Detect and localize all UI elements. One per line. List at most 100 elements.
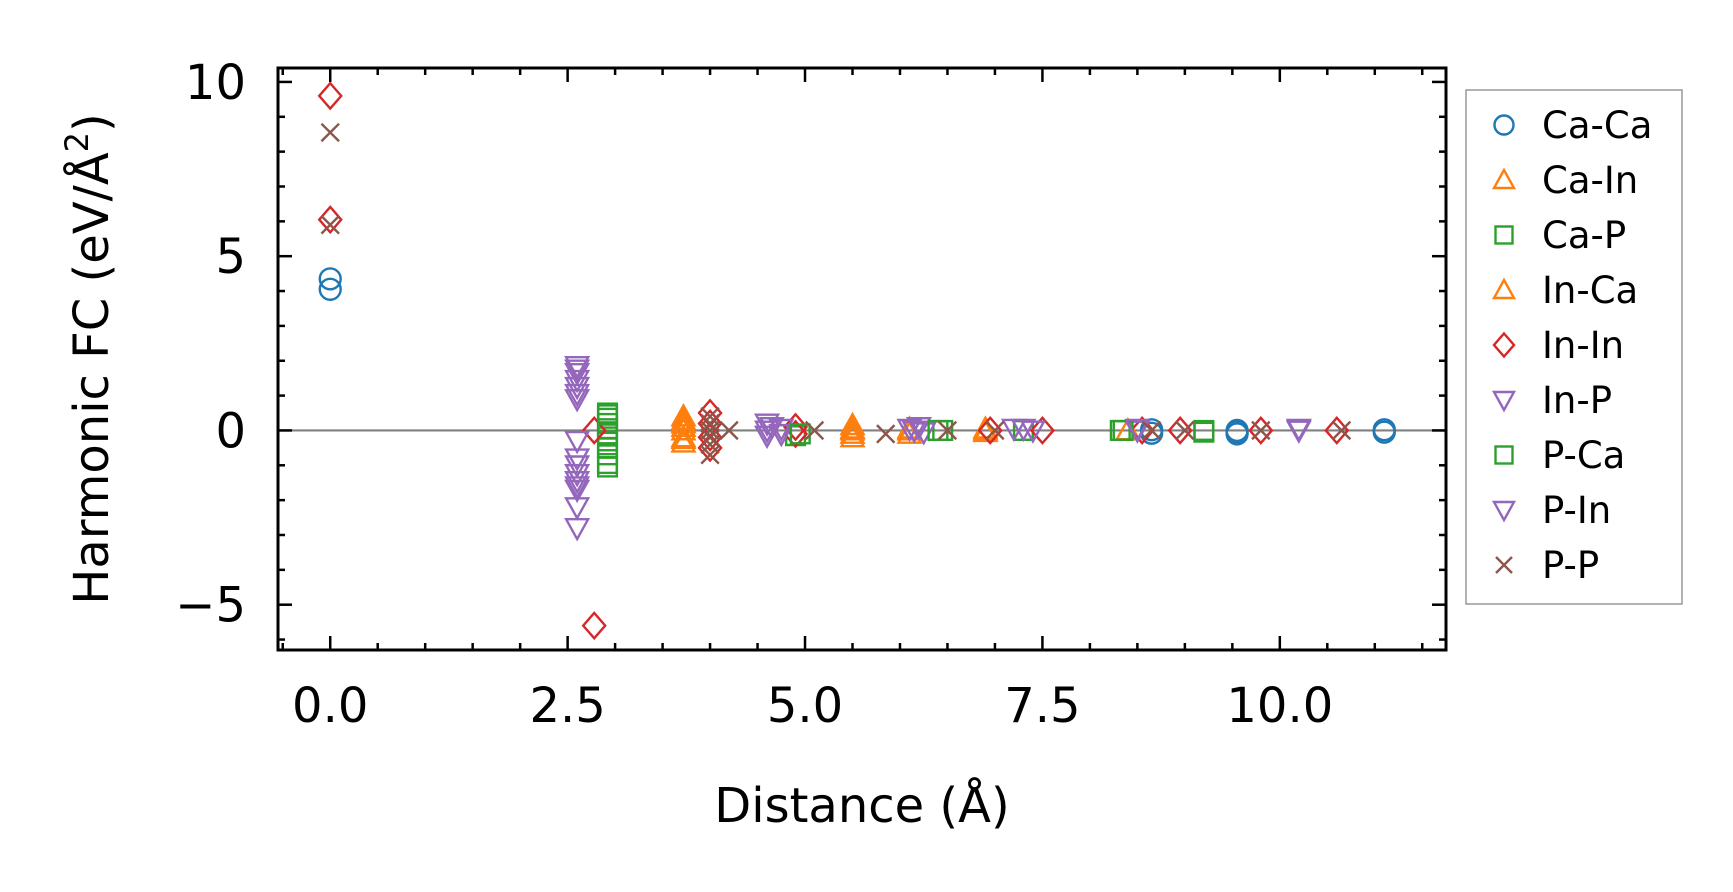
x-tick-label-1: 2.5	[529, 678, 605, 734]
point-p-ca-0	[596, 404, 619, 426]
point-p-in-1	[564, 476, 591, 500]
point-in-p-18	[768, 423, 795, 448]
point-in-in-11	[1029, 415, 1056, 445]
point-p-p-5	[700, 427, 720, 448]
point-p-p-0	[320, 122, 340, 143]
point-ca-ca-3	[1139, 418, 1164, 442]
legend-entry-ca-in: Ca-In	[1491, 159, 1638, 202]
point-p-p-9	[804, 420, 825, 441]
legend-label-in-p: In-P	[1542, 379, 1612, 422]
legend-entry-p-p: P-P	[1495, 544, 1599, 587]
point-in-p-20	[905, 416, 933, 441]
point-p-ca-5	[1193, 419, 1215, 441]
legend-label-p-in: P-In	[1542, 489, 1611, 532]
legend-entry-ca-p: Ca-P	[1494, 214, 1626, 257]
legend-marker-p-in	[1491, 500, 1517, 523]
legend: Ca-Ca Ca-In Ca-P In-Ca In-In In-P P-Ca P-In P-P	[1465, 89, 1683, 605]
point-p-p-13	[1141, 420, 1162, 441]
point-in-in-8	[782, 412, 809, 442]
point-in-p-1	[564, 362, 591, 387]
point-in-p-6	[564, 430, 591, 455]
series-p-ca	[596, 404, 1215, 478]
point-p-in-6	[1285, 418, 1312, 443]
point-in-p-2	[564, 369, 591, 394]
legend-label-p-ca: P-Ca	[1542, 434, 1625, 477]
point-in-p-4	[564, 383, 591, 408]
legend-entry-in-in: In-In	[1492, 324, 1624, 367]
legend-marker-ca-in	[1491, 167, 1517, 190]
point-ca-ca-6	[1225, 420, 1249, 444]
series-ca-ca	[318, 267, 1396, 446]
y-tick-label-0: 10	[185, 55, 246, 111]
legend-label-ca-in: Ca-In	[1542, 159, 1638, 202]
point-p-in-3	[901, 420, 928, 444]
point-p-in-5	[1124, 418, 1151, 443]
series-p-p	[320, 122, 1352, 465]
point-p-in-4	[1010, 418, 1037, 443]
legend-label-ca-ca: Ca-Ca	[1542, 104, 1652, 147]
point-ca-ca-8	[1372, 418, 1396, 442]
point-in-p-0	[564, 355, 591, 380]
point-p-p-4	[700, 420, 720, 441]
point-in-in-2	[581, 611, 607, 641]
legend-entries: Ca-Ca Ca-In Ca-P In-Ca In-In In-P P-Ca P-In P-P	[1491, 104, 1652, 587]
legend-entry-ca-ca: Ca-Ca	[1493, 104, 1652, 147]
point-in-in-12	[1129, 415, 1155, 445]
point-p-p-15	[1251, 420, 1271, 441]
point-ca-in-4	[670, 429, 697, 453]
point-in-p-9	[564, 464, 591, 488]
point-in-in-0	[317, 81, 343, 111]
plot-frame	[276, 66, 1448, 652]
point-ca-ca-1	[318, 277, 342, 301]
legend-marker-ca-p	[1494, 225, 1514, 245]
point-p-p-10	[876, 424, 896, 444]
legend-label-p-p: P-P	[1542, 544, 1599, 587]
point-ca-in-5	[670, 413, 697, 437]
axis-ticks-layer	[278, 68, 1446, 650]
legend-label-in-ca: In-Ca	[1542, 269, 1638, 312]
x-tick-label-2: 5.0	[767, 678, 843, 734]
legend-entry-p-ca: P-Ca	[1494, 434, 1625, 477]
point-in-ca-1	[670, 425, 697, 450]
x-tick-label-4: 10.0	[1226, 678, 1333, 734]
y-axis-label-superscript: 2	[58, 132, 96, 152]
legend-marker-p-p	[1495, 556, 1513, 574]
point-in-in-6	[697, 422, 723, 452]
tick-labels-layer: 0.0 2.5 5.0 7.5 10.0 10 5 0 −5	[175, 55, 1333, 734]
point-p-p-1	[320, 215, 340, 235]
legend-label-ca-p: Ca-P	[1542, 214, 1626, 257]
point-p-ca-1	[596, 456, 619, 478]
point-in-p-11	[564, 479, 591, 504]
point-p-p-11	[937, 420, 958, 441]
point-p-p-8	[719, 420, 739, 441]
y-axis-label-tail: )	[64, 113, 120, 132]
point-in-ca-2	[839, 415, 866, 439]
point-ca-ca-0	[318, 267, 342, 291]
y-axis-label: Harmonic FC (eV/Å2)	[58, 113, 120, 605]
y-tick-label-3: −5	[175, 578, 246, 634]
point-p-p-12	[985, 420, 1005, 441]
legend-marker-in-p	[1491, 390, 1517, 413]
legend-marker-in-ca	[1491, 277, 1517, 300]
point-p-in-2	[758, 416, 785, 441]
y-tick-label-1: 5	[215, 229, 246, 285]
x-axis-label: Distance (Å)	[714, 777, 1009, 834]
point-p-p-14	[1175, 420, 1195, 441]
legend-marker-ca-ca	[1493, 114, 1515, 136]
point-p-p-16	[1331, 420, 1352, 441]
series-in-in	[317, 81, 1350, 641]
legend-entry-in-p: In-P	[1491, 379, 1612, 422]
point-p-in-0	[564, 359, 591, 383]
point-ca-in-6	[839, 411, 866, 436]
point-p-p-3	[700, 413, 720, 434]
y-axis-label-main: Harmonic FC (eV/Å	[63, 152, 120, 605]
point-in-in-1	[317, 205, 343, 235]
legend-marker-p-ca	[1494, 445, 1514, 465]
point-in-p-13	[564, 518, 591, 542]
point-in-in-14	[1248, 415, 1274, 445]
point-p-p-2	[700, 406, 720, 427]
legend-entry-in-ca: In-Ca	[1491, 269, 1638, 312]
x-tick-label-3: 7.5	[1004, 678, 1080, 734]
point-in-p-7	[564, 448, 591, 472]
